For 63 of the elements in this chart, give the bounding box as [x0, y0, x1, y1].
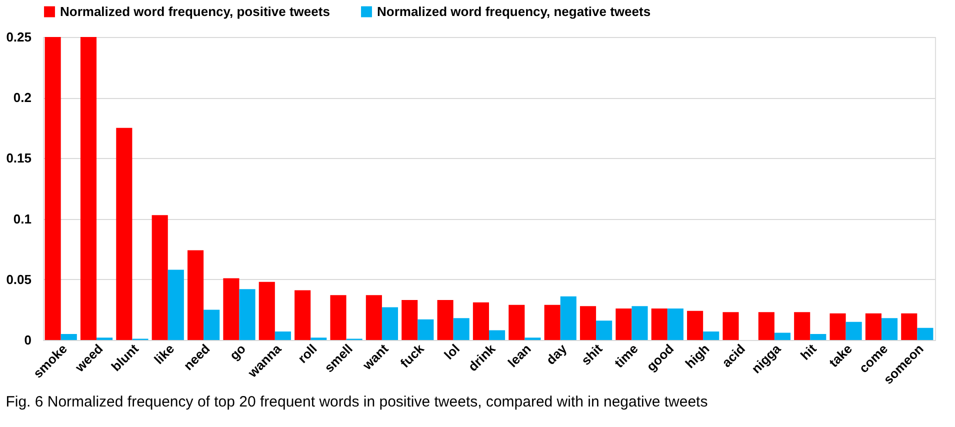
x-tick-label: lol — [441, 341, 463, 362]
x-tick-label: hit — [797, 340, 820, 363]
x-tick-label: go — [226, 341, 248, 363]
bar — [651, 308, 668, 340]
bar — [402, 300, 418, 340]
bar — [453, 318, 470, 340]
bar — [616, 308, 632, 340]
bar — [846, 322, 862, 340]
caption: Fig. 6 Normalized frequency of top 20 frequent words in positive tweets, compared with in negative tweets — [6, 393, 708, 410]
legend-label: Normalized word frequency, positive tweets — [60, 4, 330, 19]
x-tick-label: day — [543, 340, 570, 368]
bar — [489, 330, 506, 340]
y-tick-label: 0.15 — [6, 150, 32, 166]
bar — [917, 328, 934, 340]
bar — [667, 308, 684, 340]
bar — [437, 300, 454, 340]
bar — [472, 302, 489, 340]
bar — [632, 306, 648, 340]
y-tick-label: 0.05 — [6, 272, 32, 287]
bar — [830, 313, 846, 340]
bar — [60, 334, 77, 340]
bar — [794, 312, 810, 340]
bar — [703, 332, 720, 340]
x-tick-label: roll — [294, 341, 320, 366]
x-tick-label: time — [611, 341, 641, 371]
bar — [382, 307, 398, 340]
y-tick-label: 0 — [24, 332, 32, 348]
y-tick-label: 0.25 — [6, 30, 32, 44]
bar — [116, 128, 132, 340]
bar — [188, 250, 204, 340]
bar — [258, 282, 275, 340]
x-tick-label: take — [826, 341, 855, 370]
bar — [774, 332, 790, 340]
y-tick-label: 0.2 — [13, 90, 32, 106]
x-tick-label: like — [151, 341, 178, 368]
bar — [508, 304, 525, 340]
bar — [366, 295, 382, 340]
bar — [330, 295, 346, 340]
bar — [294, 290, 311, 340]
legend-label: Normalized word frequency, negative tweets — [377, 4, 651, 19]
x-tick-label: lean — [504, 341, 534, 370]
bar — [722, 312, 739, 340]
bar — [687, 310, 704, 340]
bar — [544, 304, 560, 340]
bar — [44, 37, 61, 340]
bar — [865, 313, 882, 340]
bar — [204, 310, 220, 340]
bar — [881, 318, 898, 340]
bar — [596, 320, 612, 340]
bar — [810, 334, 826, 340]
bar — [901, 313, 918, 340]
bar — [274, 332, 291, 340]
bar — [168, 270, 184, 340]
bar — [80, 37, 97, 340]
x-tick-label: shit — [578, 340, 606, 368]
bar — [418, 319, 434, 340]
bar — [758, 312, 774, 340]
bar — [152, 215, 168, 340]
bar — [560, 296, 576, 340]
bar — [239, 289, 256, 340]
bar — [580, 306, 596, 340]
bar — [223, 278, 240, 340]
y-tick-label: 0.1 — [13, 211, 32, 226]
